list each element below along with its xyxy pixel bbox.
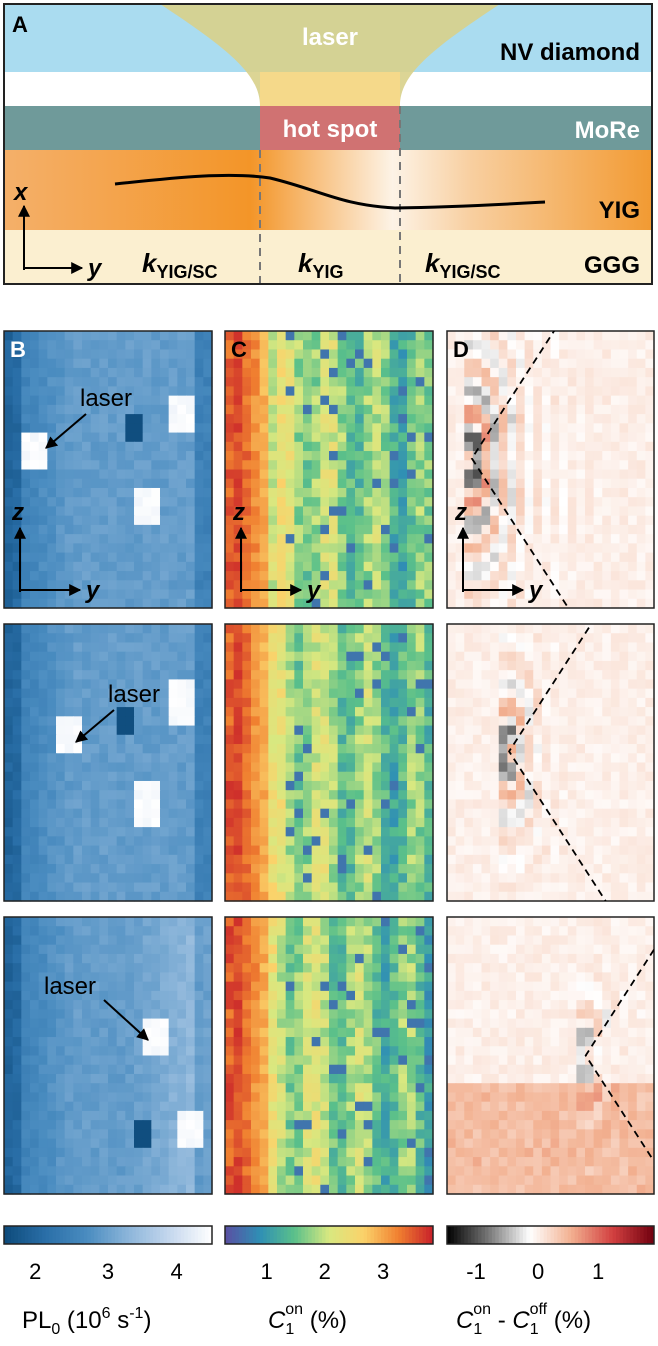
light-cone-dashed-1 xyxy=(470,331,570,608)
map-grid xyxy=(3,330,655,1195)
panel-b-letter: B xyxy=(10,337,26,362)
light-cone-dashed-2 xyxy=(508,624,607,901)
nv-diamond-text: NV diamond xyxy=(500,39,640,66)
yig-layer xyxy=(4,150,652,230)
panel-a xyxy=(4,4,652,284)
k-yig-sc-left: kYIG/SC xyxy=(142,248,217,282)
colorbar-c1-diff-tick: 1 xyxy=(592,1259,604,1284)
axes-d: z y xyxy=(454,499,544,604)
colorbar-c1-on-tick: 1 xyxy=(260,1259,272,1284)
colorbar-c1-on-tick: 3 xyxy=(377,1259,389,1284)
colorbars: 2 3 4 1 2 3 -1 0 1 xyxy=(3,1225,655,1284)
colorbar-c1-diff-tick: 0 xyxy=(532,1259,544,1284)
laser-label-1: laser xyxy=(80,385,132,412)
light-cone-dashed-3 xyxy=(584,949,654,1162)
k-yig-mid: kYIG xyxy=(298,248,343,282)
panel-a-frame xyxy=(3,3,653,285)
colorbar-c1-diff-group: -1 0 1 xyxy=(446,1225,655,1284)
yig-text: YIG xyxy=(599,197,640,224)
axis-y-label: y xyxy=(87,255,103,282)
panel-a-letter: A xyxy=(12,12,28,37)
heatmap-b-row-3 xyxy=(3,916,213,1195)
laser-in-gap xyxy=(260,72,400,106)
colorbar-pl0-label: PL0 (106 s-1) xyxy=(22,1305,151,1338)
colorbar-pl0-tick: 3 xyxy=(102,1259,114,1284)
panel-a-axes: x y xyxy=(12,179,103,282)
heatmap-d-row-3 xyxy=(446,916,655,1195)
colorbar-c1-on-label: C1on (%) xyxy=(268,1301,347,1338)
heatmap-c-row-1 xyxy=(224,330,434,609)
laser-annotation-1: laser xyxy=(45,385,132,449)
axis-z-label-c: z xyxy=(232,499,245,526)
colorbar-c1-diff-tick: -1 xyxy=(466,1259,486,1284)
heatmap-b-row-2 xyxy=(3,623,213,902)
more-text: MoRe xyxy=(575,117,640,144)
panel-c-letter: C xyxy=(231,337,247,362)
colorbar-pl0-tick: 4 xyxy=(170,1259,182,1284)
hot-spot-block xyxy=(260,106,400,150)
heatmap-c-row-3 xyxy=(224,916,434,1195)
magnon-profile-curve xyxy=(114,173,546,210)
laser-text: laser xyxy=(302,24,358,51)
axes-b: z y xyxy=(11,499,101,604)
heatmap-d-row-2 xyxy=(446,623,655,902)
heatmap-d-row-1 xyxy=(446,330,655,609)
k-yig-sc-right: kYIG/SC xyxy=(425,248,500,282)
laser-label-3: laser xyxy=(44,973,96,1000)
hot-spot-text: hot spot xyxy=(283,116,378,143)
axis-z-label-b: z xyxy=(11,499,24,526)
colorbar-c1-on-tick: 2 xyxy=(319,1259,331,1284)
axis-z-label-d: z xyxy=(454,499,467,526)
laser-annotation-2: laser xyxy=(75,681,160,743)
colorbar-c1-on-group: 1 2 3 xyxy=(224,1225,434,1284)
ggg-layer xyxy=(4,230,652,284)
heatmap-b-row-1 xyxy=(3,330,213,609)
laser-label-2: laser xyxy=(108,681,160,708)
axis-y-label-d: y xyxy=(528,577,544,604)
axis-y-label-b: y xyxy=(85,577,101,604)
axes-c: z y xyxy=(232,499,322,604)
laser-annotation-3: laser xyxy=(44,973,149,1041)
laser-beam xyxy=(160,4,500,106)
colorbar-pl0-tick: 2 xyxy=(29,1259,41,1284)
panel-d-letter: D xyxy=(453,337,469,362)
axis-y-label-c: y xyxy=(306,577,322,604)
heatmap-c-row-2 xyxy=(224,623,434,902)
colorbar-c1-diff-label: C1on - C1off (%) xyxy=(456,1301,591,1338)
axis-x-label: x xyxy=(12,179,29,206)
ggg-text: GGG xyxy=(584,252,640,279)
colorbar-pl0-group: 2 3 4 xyxy=(3,1225,213,1284)
